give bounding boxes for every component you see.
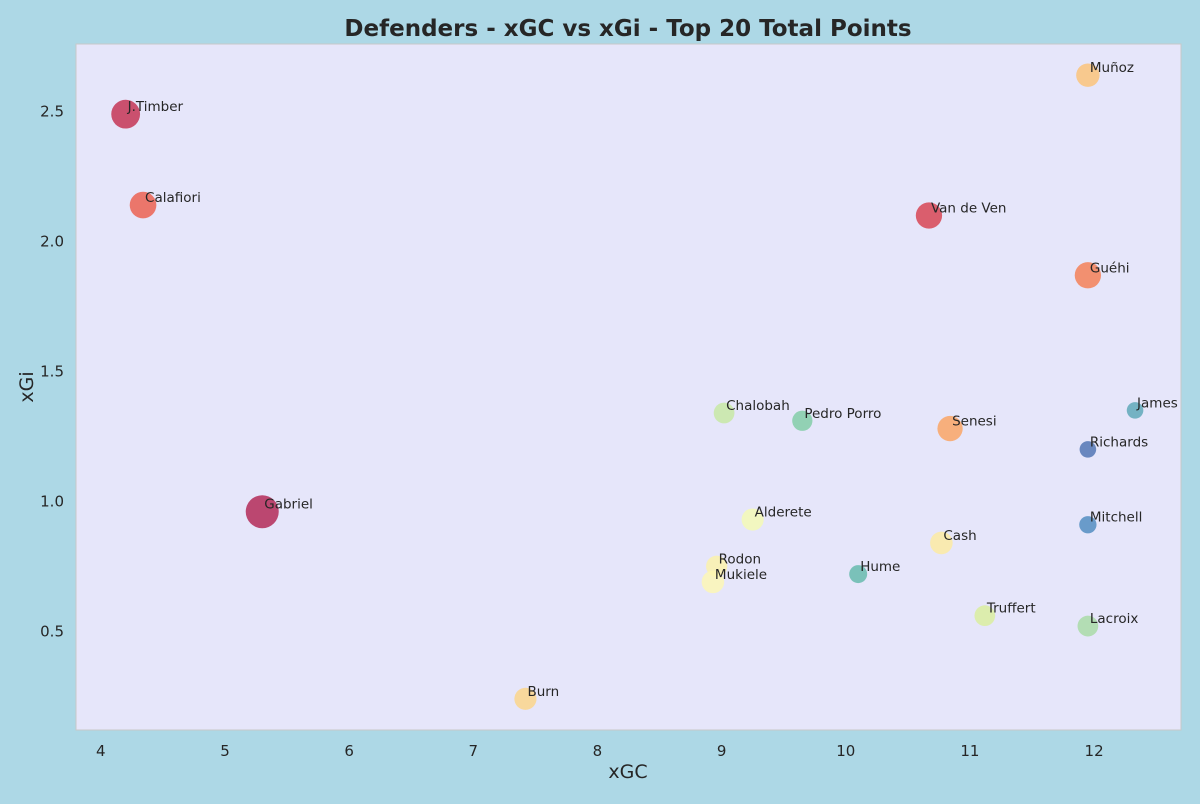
x-tick-label: 7 (469, 742, 479, 760)
point-label: Guéhi (1090, 260, 1130, 276)
data-point (915, 202, 943, 229)
data-point (1126, 402, 1144, 419)
data-point (1077, 615, 1099, 637)
y-tick-label: 0.5 (40, 622, 64, 640)
data-point (937, 415, 963, 442)
point-label: Senesi (952, 414, 997, 430)
data-point (849, 565, 868, 584)
plot-area (75, 43, 1182, 731)
y-tick-label: 1.0 (40, 492, 64, 510)
x-tick-label: 9 (717, 742, 727, 760)
data-point (129, 191, 157, 219)
y-axis-label: xGi (16, 371, 38, 402)
y-tick-label: 2.5 (40, 103, 64, 121)
point-label: Truffert (986, 601, 1036, 617)
y-tick-label: 1.5 (40, 362, 64, 380)
point-label: Muñoz (1090, 60, 1134, 76)
data-point (1076, 63, 1100, 87)
x-tick-label: 6 (344, 742, 354, 760)
point-label: Mitchell (1090, 510, 1142, 526)
point-label: J.Timber (127, 99, 184, 115)
point-label: Chalobah (726, 398, 790, 414)
x-tick-label: 10 (836, 742, 855, 760)
point-label: Hume (860, 559, 900, 575)
data-point (514, 687, 537, 710)
point-label: Gabriel (264, 497, 313, 513)
data-point (741, 508, 764, 531)
chart-title: Defenders - xGC vs xGi - Top 20 Total Po… (344, 16, 911, 42)
data-point (245, 495, 279, 529)
x-axis-ticks: 4 5 6 7 8 9 10 11 12 (96, 742, 1104, 760)
data-point (792, 410, 813, 431)
data-point (1074, 262, 1102, 289)
y-axis-ticks: 0.5 1.0 1.5 2.0 2.5 (40, 103, 64, 641)
x-tick-label: 11 (960, 742, 979, 760)
point-label: Pedro Porro (804, 406, 881, 422)
data-point (930, 531, 953, 555)
x-axis-label: xGC (608, 761, 647, 783)
x-tick-label: 12 (1085, 742, 1104, 760)
data-point (1079, 516, 1097, 534)
point-labels: J.Timber Calafiori Gabriel Burn RodonMukiele… (127, 60, 1178, 700)
point-label: Rodon (719, 551, 761, 567)
data-point (974, 605, 996, 627)
data-point (701, 570, 725, 594)
point-label: Alderete (755, 505, 812, 521)
point-label: Calafiori (145, 190, 201, 206)
x-tick-label: 5 (220, 742, 230, 760)
x-tick-label: 8 (593, 742, 603, 760)
data-points (111, 63, 1144, 710)
x-tick-label: 4 (96, 742, 106, 760)
point-label: Richards (1090, 434, 1148, 450)
y-tick-label: 2.0 (40, 232, 64, 250)
point-label: Burn (527, 684, 559, 700)
point-label: Van de Ven (931, 201, 1007, 217)
point-label: James (1136, 395, 1178, 411)
data-point (111, 99, 141, 129)
data-point (1079, 441, 1097, 458)
point-label: Lacroix (1090, 611, 1138, 627)
point-label: Mukiele (715, 567, 767, 583)
data-point (713, 402, 735, 424)
point-label: Cash (943, 528, 976, 544)
